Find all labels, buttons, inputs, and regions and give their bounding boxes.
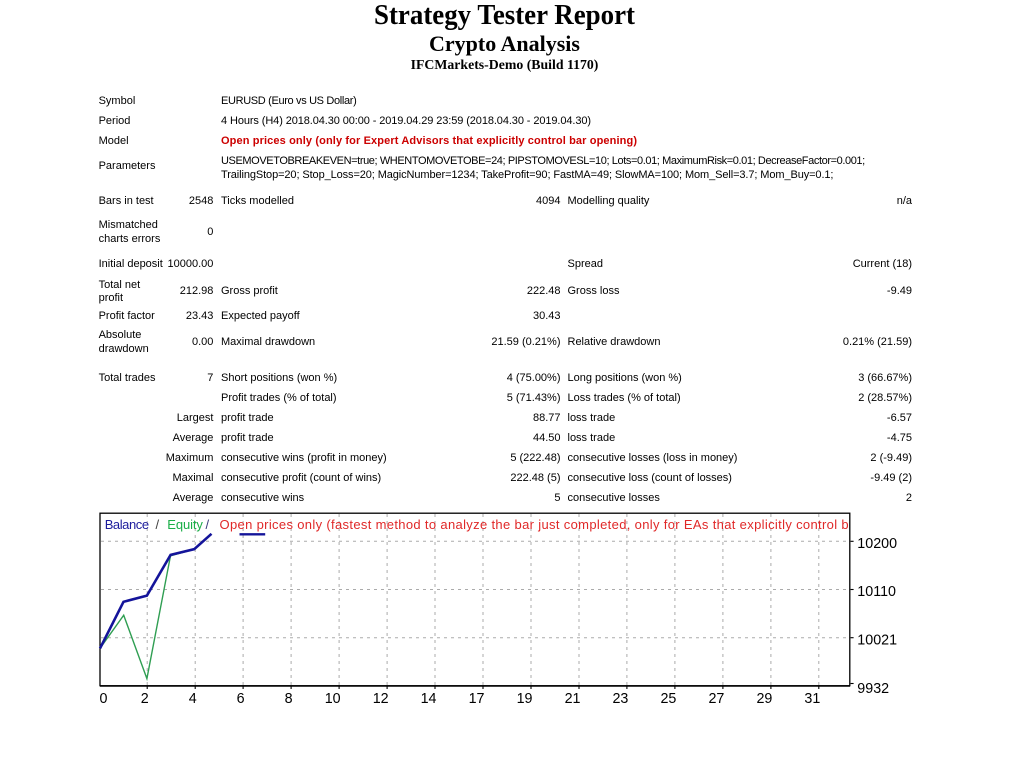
svg-text:9932: 9932 — [857, 681, 889, 697]
svg-text:14: 14 — [421, 691, 437, 707]
svg-text:21: 21 — [565, 691, 581, 707]
svg-text:10: 10 — [325, 691, 341, 707]
svg-text:2: 2 — [141, 691, 149, 707]
svg-text:4: 4 — [189, 691, 197, 707]
svg-text:6: 6 — [237, 691, 245, 707]
svg-text:8: 8 — [285, 691, 293, 707]
svg-text:12: 12 — [373, 691, 389, 707]
svg-text:25: 25 — [660, 691, 676, 707]
svg-text:29: 29 — [756, 691, 772, 707]
svg-text:31: 31 — [804, 691, 820, 707]
svg-text:10200: 10200 — [857, 536, 897, 552]
svg-text:10110: 10110 — [857, 584, 896, 600]
svg-text:23: 23 — [612, 691, 628, 707]
svg-text:19: 19 — [517, 691, 533, 707]
svg-text:0: 0 — [100, 691, 108, 707]
svg-text:17: 17 — [469, 691, 485, 707]
svg-text:10021: 10021 — [857, 632, 897, 648]
svg-text:27: 27 — [708, 691, 724, 707]
